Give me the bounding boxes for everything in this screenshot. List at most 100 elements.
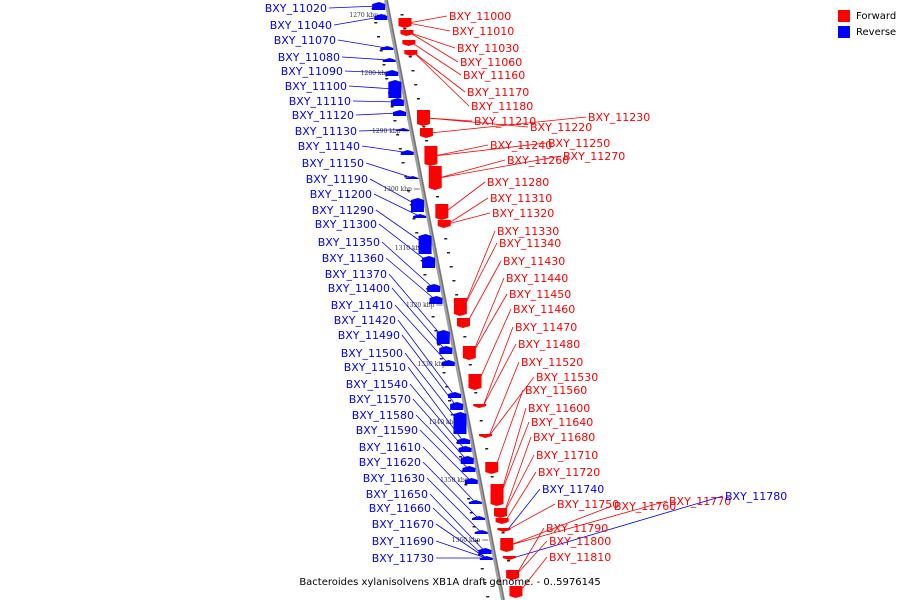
forward-gene[interactable]: BXY_11780 bbox=[512, 490, 787, 559]
reverse-gene[interactable]: BXY_11630 bbox=[363, 472, 482, 533]
reverse-gene-shape bbox=[418, 234, 432, 254]
reverse-gene[interactable]: BXY_11650 bbox=[366, 488, 485, 552]
reverse-gene[interactable]: BXY_11130 bbox=[295, 125, 403, 138]
reverse-gene-label: BXY_11500 bbox=[341, 347, 403, 360]
forward-gene[interactable]: BXY_11010 bbox=[408, 22, 514, 38]
reverse-gene-label: BXY_11370 bbox=[325, 268, 387, 281]
forward-gene[interactable]: BXY_11710 bbox=[503, 449, 598, 514]
reverse-gene[interactable]: BXY_11370 bbox=[325, 268, 444, 338]
reverse-gene[interactable]: BXY_11020 bbox=[265, 2, 379, 15]
forward-gene-shape bbox=[402, 40, 416, 46]
forward-gene[interactable]: BXY_11220 bbox=[426, 117, 592, 134]
reverse-gene-shape bbox=[474, 530, 488, 534]
forward-gene[interactable]: BXY_11160 bbox=[412, 42, 525, 82]
gene-marker bbox=[490, 476, 494, 478]
forward-gene-shape bbox=[437, 220, 451, 228]
forward-gene[interactable]: BXY_11460 bbox=[478, 303, 575, 383]
reverse-gene[interactable]: BXY_11090 bbox=[281, 65, 392, 78]
reverse-gene-shape bbox=[393, 110, 407, 116]
reverse-gene[interactable]: BXY_11070 bbox=[274, 34, 387, 49]
reverse-gene-label: BXY_11090 bbox=[281, 65, 343, 78]
reverse-swatch bbox=[838, 26, 850, 38]
reverse-gene[interactable]: BXY_11110 bbox=[289, 95, 397, 108]
reverse-gene-shape bbox=[410, 198, 424, 212]
gene-marker bbox=[416, 98, 420, 100]
forward-gene[interactable]: BXY_11790 bbox=[515, 522, 608, 576]
forward-gene[interactable]: BXY_11330 bbox=[463, 225, 559, 308]
forward-gene[interactable]: BXY_11740 bbox=[507, 483, 604, 531]
reverse-gene[interactable]: BXY_11570 bbox=[349, 393, 468, 461]
forward-gene[interactable]: BXY_11000 bbox=[408, 10, 511, 24]
forward-gene[interactable]: BXY_11470 bbox=[482, 321, 577, 407]
forward-gene[interactable]: BXY_11640 bbox=[500, 416, 594, 496]
forward-gene[interactable]: BXY_11250 bbox=[434, 137, 610, 157]
forward-gene[interactable]: BXY_11320 bbox=[447, 207, 555, 225]
reverse-gene[interactable]: BXY_11190 bbox=[306, 173, 418, 206]
reverse-gene[interactable]: BXY_11490 bbox=[338, 329, 457, 407]
reverse-gene[interactable]: BXY_11660 bbox=[369, 502, 487, 559]
forward-gene[interactable]: BXY_11760 bbox=[510, 500, 676, 546]
forward-gene[interactable]: BXY_11810 bbox=[519, 551, 611, 593]
reverse-gene-shape bbox=[478, 548, 492, 554]
forward-gene[interactable]: BXY_11520 bbox=[488, 356, 583, 437]
forward-gene-shape bbox=[500, 538, 514, 552]
reverse-gene[interactable]: BXY_11690 bbox=[372, 535, 486, 559]
forward-gene-label: BXY_11220 bbox=[530, 121, 592, 134]
reverse-gene[interactable]: BXY_11420 bbox=[334, 314, 455, 396]
reverse-gene[interactable]: BXY_11620 bbox=[359, 456, 479, 519]
forward-gene-shape bbox=[456, 318, 470, 328]
forward-gene[interactable]: BXY_11430 bbox=[466, 255, 565, 324]
reverse-gene[interactable]: BXY_11540 bbox=[346, 378, 465, 450]
reverse-gene[interactable]: BXY_11140 bbox=[298, 140, 407, 153]
forward-gene[interactable]: BXY_11060 bbox=[410, 32, 522, 69]
reverse-gene[interactable]: BXY_11300 bbox=[315, 218, 429, 263]
reverse-gene[interactable]: BXY_11580 bbox=[352, 409, 469, 470]
reverse-gene[interactable]: BXY_11500 bbox=[341, 347, 460, 424]
forward-gene[interactable]: BXY_11340 bbox=[463, 237, 561, 308]
reverse-gene[interactable]: BXY_11200 bbox=[310, 188, 420, 217]
forward-gene[interactable]: BXY_11800 bbox=[515, 535, 611, 576]
forward-gene[interactable]: BXY_11480 bbox=[482, 338, 580, 407]
reverse-gene-label: BXY_11290 bbox=[312, 204, 374, 217]
reverse-gene[interactable]: BXY_11120 bbox=[292, 109, 400, 122]
svg-text:1300 kbp: 1300 kbp bbox=[383, 186, 412, 193]
reverse-gene-shape bbox=[374, 14, 388, 20]
forward-gene[interactable]: BXY_11180 bbox=[414, 52, 533, 113]
reverse-gene[interactable]: BXY_11350 bbox=[318, 236, 434, 289]
forward-gene[interactable]: BXY_11270 bbox=[438, 150, 626, 179]
legend-reverse: Reverse bbox=[838, 24, 896, 40]
reverse-gene-shape bbox=[427, 284, 441, 292]
forward-gene[interactable]: BXY_11170 bbox=[414, 52, 529, 99]
reverse-gene[interactable]: BXY_11360 bbox=[322, 252, 436, 301]
forward-gene[interactable]: BXY_11750 bbox=[507, 498, 619, 531]
genome-backbone bbox=[384, 0, 505, 600]
reverse-gene-shape bbox=[405, 176, 419, 179]
forward-gene[interactable]: BXY_11280 bbox=[445, 176, 549, 213]
gene-marker bbox=[436, 196, 440, 198]
gene-marker bbox=[414, 84, 418, 86]
forward-gene[interactable]: BXY_11600 bbox=[500, 402, 591, 496]
reverse-gene[interactable]: BXY_11290 bbox=[312, 204, 425, 245]
reverse-gene[interactable]: BXY_11610 bbox=[359, 441, 476, 503]
reverse-gene[interactable]: BXY_11400 bbox=[328, 282, 446, 351]
reverse-gene[interactable]: BXY_11080 bbox=[278, 51, 389, 64]
gene-marker bbox=[377, 36, 381, 38]
reverse-gene[interactable]: BXY_11590 bbox=[356, 424, 472, 482]
gene-marker bbox=[382, 64, 386, 66]
forward-gene[interactable]: BXY_11230 bbox=[429, 111, 650, 134]
forward-gene-label: BXY_11340 bbox=[499, 237, 561, 250]
forward-gene[interactable]: BXY_11450 bbox=[472, 288, 571, 354]
reverse-gene[interactable]: BXY_11670 bbox=[372, 518, 487, 559]
forward-gene[interactable]: BXY_11560 bbox=[494, 384, 587, 469]
forward-gene[interactable]: BXY_11310 bbox=[447, 192, 553, 225]
forward-gene[interactable]: BXY_11440 bbox=[472, 272, 568, 354]
forward-gene[interactable]: BXY_11530 bbox=[488, 371, 598, 437]
reverse-gene[interactable]: BXY_11100 bbox=[285, 80, 395, 93]
reverse-gene[interactable]: BXY_11730 bbox=[372, 552, 486, 565]
reverse-gene[interactable]: BXY_11150 bbox=[302, 157, 412, 178]
forward-gene[interactable]: BXY_11680 bbox=[503, 431, 595, 514]
reverse-gene[interactable]: BXY_11410 bbox=[331, 299, 449, 364]
forward-gene[interactable]: BXY_11720 bbox=[505, 466, 601, 522]
reverse-gene[interactable]: BXY_11040 bbox=[270, 16, 381, 32]
forward-gene[interactable]: BXY_11030 bbox=[410, 32, 519, 55]
